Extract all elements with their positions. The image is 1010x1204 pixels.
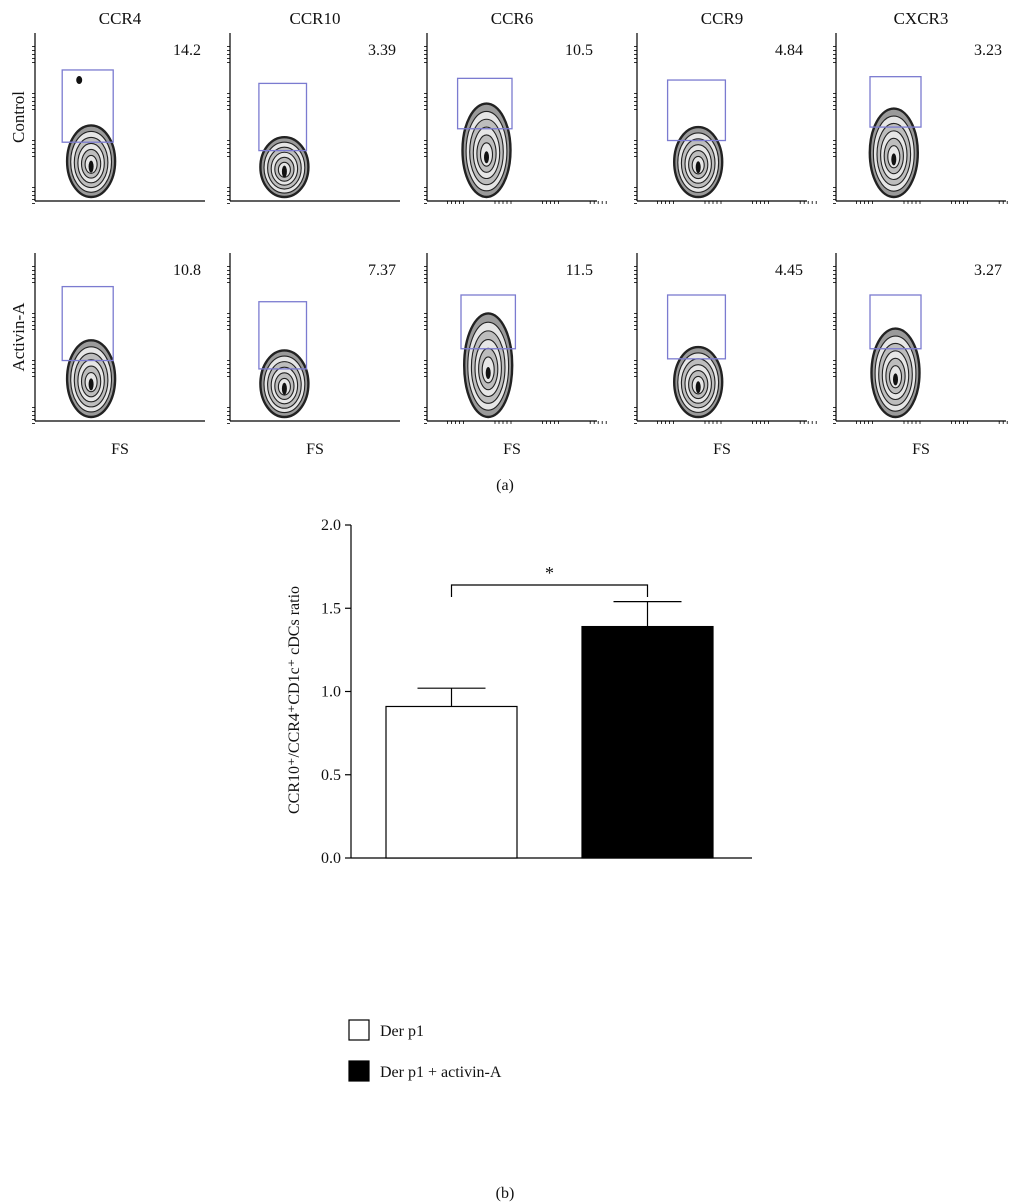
y-tick-label: 1.5 [321,600,341,617]
column-title-ccr4: CCR4 [99,9,142,28]
bar-der-p1 [385,705,518,859]
contour-core [485,367,491,380]
y-tick-label: 1.0 [321,684,341,701]
legend-label: Der p1 + activin-A [380,1064,502,1081]
x-axis-label-fs: FS [111,441,129,458]
contour-core [893,373,898,386]
legend-swatch [348,1060,370,1082]
gate-rectangle [258,82,308,152]
plot-control-cxcr3: 3.23 [833,33,1008,204]
gate-percentage: 3.39 [368,42,396,59]
legend-label: Der p1 [380,1023,424,1040]
contour-core [695,381,701,394]
legend-swatch [348,1019,370,1041]
y-tick-label: 0.0 [321,850,341,867]
significance-marker: * [545,563,554,583]
plot-control-ccr10: 3.39 [227,33,400,204]
plot-activin-a-ccr6: 11.5 FS [424,253,607,458]
gate-rectangle [666,294,727,360]
contour-core [88,378,94,391]
gate-rectangle [61,285,114,362]
flow-cytometry-panel: CCR4 CCR10 CCR6 CCR9 CXCR3 Control 14.2 3.39 10.… [9,9,1008,458]
gate-percentage: 7.37 [368,262,396,279]
gate-rectangle [61,69,114,143]
column-title-ccr10: CCR10 [289,9,340,28]
plot-activin-a-ccr9: 4.45 FS [634,253,817,458]
gate-rectangle [460,294,517,350]
gate-percentage: 3.27 [974,262,1002,279]
gate-percentage: 4.84 [775,42,803,59]
gate-percentage: 14.2 [173,42,201,59]
column-title-ccr6: CCR6 [491,9,534,28]
contour-core [891,153,897,166]
plot-control-ccr9: 4.84 [634,33,817,204]
gate-rectangle [666,79,727,142]
column-title-ccr9: CCR9 [701,9,744,28]
gate-percentage: 10.5 [565,42,593,59]
x-axis-label-fs: FS [306,441,324,458]
row-label-control: Control [9,91,28,143]
gate-percentage: 4.45 [775,262,803,279]
plot-control-ccr4: 14.2 [32,33,205,204]
x-axis-label-fs: FS [713,441,731,458]
gate-rectangle [869,76,922,128]
x-axis-label-fs: FS [503,441,521,458]
gate-percentage: 11.5 [566,262,593,279]
significance-bracket [450,584,649,597]
column-title-cxcr3: CXCR3 [894,9,949,28]
y-tick-label: 0.5 [321,767,341,784]
panel-a-letter: (a) [496,477,514,494]
panel-b-letter: (b) [496,1185,515,1202]
row-label-activin-a: Activin-A [9,302,28,372]
gate-rectangle [456,77,513,130]
contour-core [695,161,701,174]
plot-activin-a-ccr4: 10.8 FS [32,253,205,458]
plot-activin-a-cxcr3: 3.27 FS [833,253,1008,458]
contour-core [281,165,287,178]
gate-percentage: 3.23 [974,42,1002,59]
gate-percentage: 10.8 [173,262,201,279]
plot-activin-a-ccr10: 7.37 FS [227,253,400,458]
contour-core [484,151,489,164]
gate-rectangle [258,301,308,370]
y-tick-label: 2.0 [321,517,341,534]
contour-core [281,382,287,395]
plot-control-ccr6: 10.5 [424,33,607,204]
bar-der-p1-activin-a [581,625,714,859]
contour-core [88,160,94,173]
outlier-dot [76,76,83,85]
bar-chart-panel: CCR10⁺/CCR4⁺CD1c⁺ cDCs ratio 0.0 0.5 1.0 1.… [286,517,752,1082]
gate-rectangle [869,294,922,350]
x-axis-label-fs: FS [912,441,930,458]
y-axis-label: CCR10⁺/CCR4⁺CD1c⁺ cDCs ratio [286,586,303,814]
